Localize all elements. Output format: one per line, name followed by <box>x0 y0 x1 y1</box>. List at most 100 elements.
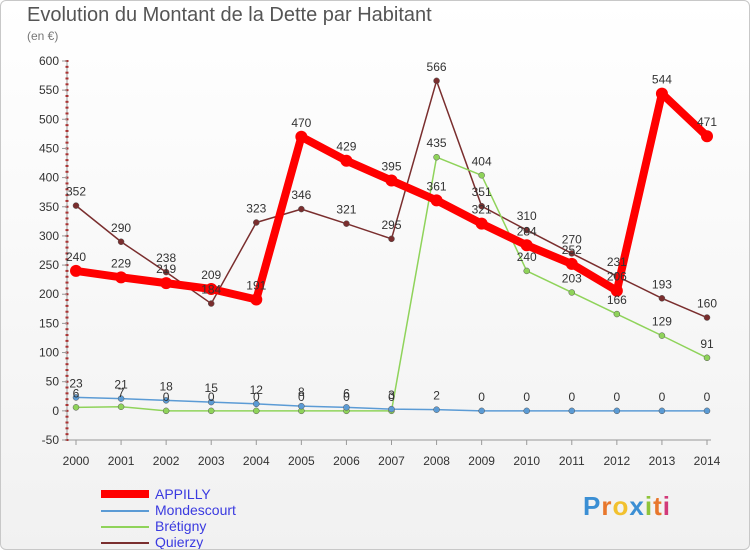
x-tick-label: 2012 <box>604 454 631 468</box>
data-point-mondescourt <box>388 405 395 413</box>
logo-letter: i <box>644 491 654 521</box>
data-label-appilly: 361 <box>427 179 447 193</box>
data-label-mondescourt: 8 <box>298 385 305 399</box>
y-minor-tick <box>65 65 69 68</box>
y-tick-label: 0 <box>52 404 59 418</box>
y-minor-tick <box>65 287 69 290</box>
y-minor-tick <box>65 199 69 202</box>
data-point-mondescourt <box>433 406 440 413</box>
y-minor-tick <box>65 427 69 430</box>
y-minor-tick <box>65 310 69 313</box>
data-label-mondescourt: 0 <box>568 390 575 404</box>
legend: APPILLY Mondescourt Brétigny Quierzy <box>101 486 301 549</box>
data-label-mondescourt: 0 <box>523 390 530 404</box>
data-label-appilly: 284 <box>517 224 537 238</box>
data-point-mondescourt <box>298 402 305 410</box>
y-minor-tick <box>65 223 69 226</box>
data-label-quierzy: 238 <box>156 251 176 265</box>
y-tick-label: 450 <box>39 141 59 155</box>
y-minor-tick <box>65 281 69 284</box>
y-minor-tick <box>65 188 69 191</box>
y-minor-tick <box>65 141 69 144</box>
x-tick-label: 2005 <box>288 454 315 468</box>
y-minor-tick <box>65 106 69 109</box>
y-tick-label: 200 <box>39 287 59 301</box>
legend-label-appilly: APPILLY <box>155 486 211 502</box>
data-point-brtigny <box>117 403 125 411</box>
data-point-mondescourt <box>162 397 170 404</box>
data-label-appilly: 471 <box>697 115 717 129</box>
data-label-brtigny: 0 <box>343 390 350 404</box>
y-minor-tick <box>65 433 69 436</box>
y-tick-label: 600 <box>39 54 59 68</box>
logo-letter: P <box>583 491 602 521</box>
data-point-quierzy <box>523 226 530 234</box>
data-label-brtigny: 203 <box>562 271 582 285</box>
logo-letter: r <box>601 491 613 521</box>
data-point-brtigny <box>72 404 80 411</box>
y-minor-tick <box>65 252 69 255</box>
data-point-appilly <box>520 239 533 252</box>
data-point-quierzy <box>117 238 125 246</box>
data-label-mondescourt: 2 <box>433 389 440 403</box>
y-minor-tick <box>65 217 69 220</box>
data-label-brtigny: 129 <box>652 315 672 329</box>
y-minor-tick <box>65 164 69 167</box>
data-label-quierzy: 270 <box>562 232 582 246</box>
y-minor-tick <box>65 363 69 366</box>
data-label-quierzy: 352 <box>66 185 86 199</box>
y-minor-tick <box>65 246 69 249</box>
y-tick-label: 400 <box>39 171 59 185</box>
y-minor-tick <box>65 299 69 302</box>
data-label-brtigny: 6 <box>73 386 80 400</box>
x-tick-label: 2011 <box>559 454 585 468</box>
x-tick-label: 2002 <box>153 454 180 468</box>
data-point-quierzy <box>298 205 305 213</box>
logo-letter: t <box>653 491 663 521</box>
data-point-brtigny <box>207 407 215 415</box>
y-minor-tick <box>65 345 69 348</box>
data-label-appilly: 240 <box>66 250 86 264</box>
data-point-mondescourt <box>207 398 215 406</box>
data-label-brtigny: 91 <box>700 337 714 351</box>
data-point-appilly <box>385 174 398 187</box>
data-label-brtigny: 0 <box>163 390 170 404</box>
legend-swatch-appilly <box>101 490 149 498</box>
y-tick-label: -50 <box>42 433 60 447</box>
data-label-appilly: 470 <box>291 116 311 130</box>
y-minor-tick <box>65 357 69 360</box>
data-point-mondescourt <box>568 407 576 415</box>
y-minor-tick <box>65 386 69 389</box>
y-minor-tick <box>65 124 69 127</box>
data-label-brtigny: 0 <box>253 390 260 404</box>
x-tick-label: 2010 <box>513 454 540 468</box>
data-point-quierzy <box>72 202 80 209</box>
y-minor-tick <box>65 170 69 173</box>
x-tick-label: 2001 <box>108 454 135 468</box>
y-minor-tick <box>65 77 69 80</box>
data-point-appilly <box>610 284 623 297</box>
data-point-quierzy <box>253 219 260 226</box>
y-minor-tick <box>65 339 69 342</box>
y-minor-tick <box>65 334 69 337</box>
data-label-quierzy: 351 <box>472 185 492 199</box>
data-point-quierzy <box>703 314 711 321</box>
legend-item-bretigny: Brétigny <box>101 518 301 534</box>
legend-item-mondescourt: Mondescourt <box>101 502 301 518</box>
data-point-brtigny <box>433 153 440 161</box>
data-point-mondescourt <box>523 407 530 415</box>
x-tick-label: 2004 <box>243 454 270 468</box>
legend-item-quierzy: Quierzy <box>101 534 301 549</box>
data-label-brtigny: 0 <box>208 390 215 404</box>
data-label-brtigny: 240 <box>517 250 537 264</box>
data-point-appilly <box>430 194 443 207</box>
data-label-mondescourt: 21 <box>114 378 128 392</box>
data-label-quierzy: 295 <box>381 218 401 232</box>
data-point-mondescourt <box>703 407 711 415</box>
data-point-appilly <box>295 130 308 143</box>
data-label-quierzy: 346 <box>291 188 311 202</box>
data-label-quierzy: 566 <box>427 60 447 74</box>
y-tick-label: 550 <box>39 83 59 97</box>
data-point-brtigny <box>613 310 621 318</box>
y-tick-label: 50 <box>46 375 60 389</box>
